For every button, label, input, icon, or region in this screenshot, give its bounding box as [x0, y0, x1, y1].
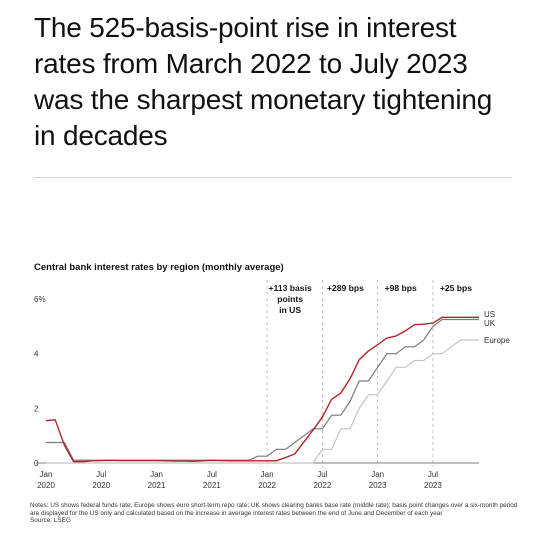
x-tick-label: Jan: [40, 470, 53, 479]
y-tick-label: 0: [34, 459, 39, 468]
x-tick-year: 2021: [148, 481, 166, 490]
x-tick-year: 2020: [37, 481, 55, 490]
x-tick-label: Jul: [207, 470, 217, 479]
x-tick-label: Jan: [150, 470, 163, 479]
headline: The 525-basis-point rise in interest rat…: [34, 12, 493, 151]
y-tick-label: 6%: [34, 295, 46, 304]
series-line-uk: [46, 318, 479, 461]
legend-label-uk: UK: [484, 319, 496, 328]
divider: [34, 177, 512, 178]
x-tick-year: 2023: [424, 481, 442, 490]
notes-text: Notes: US shows federal funds rate; Euro…: [30, 502, 518, 517]
annotation-label: +289 bps: [327, 283, 364, 293]
x-tick-label: Jul: [317, 470, 327, 479]
x-tick-label: Jan: [261, 470, 274, 479]
annotation-label: +113 basis: [269, 283, 312, 293]
x-tick-label: Jul: [428, 470, 438, 479]
x-tick-year: 2023: [369, 481, 387, 490]
series-line-europe: [46, 339, 479, 464]
x-tick-year: 2022: [313, 481, 331, 490]
x-tick-label: Jan: [371, 470, 384, 479]
x-tick-year: 2021: [203, 481, 221, 490]
annotation-label: in US: [279, 305, 301, 315]
annotation-label: +98 bps: [385, 283, 417, 293]
source-text: Source: LSEG: [30, 517, 71, 525]
legend-label-europe: Europe: [484, 336, 510, 345]
x-tick-year: 2020: [92, 481, 110, 490]
chart-title: Central bank interest rates by region (m…: [34, 262, 284, 273]
x-tick-year: 2022: [258, 481, 276, 490]
annotation-label: +25 bps: [440, 283, 472, 293]
y-tick-label: 4: [34, 350, 39, 359]
annotation-label: points: [277, 294, 303, 304]
notes-block: Notes: US shows federal funds rate; Euro…: [30, 502, 520, 525]
x-tick-label: Jul: [96, 470, 106, 479]
y-tick-label: 2: [34, 404, 39, 413]
series-line-us: [45, 316, 479, 463]
legend-label-us: US: [484, 310, 495, 319]
